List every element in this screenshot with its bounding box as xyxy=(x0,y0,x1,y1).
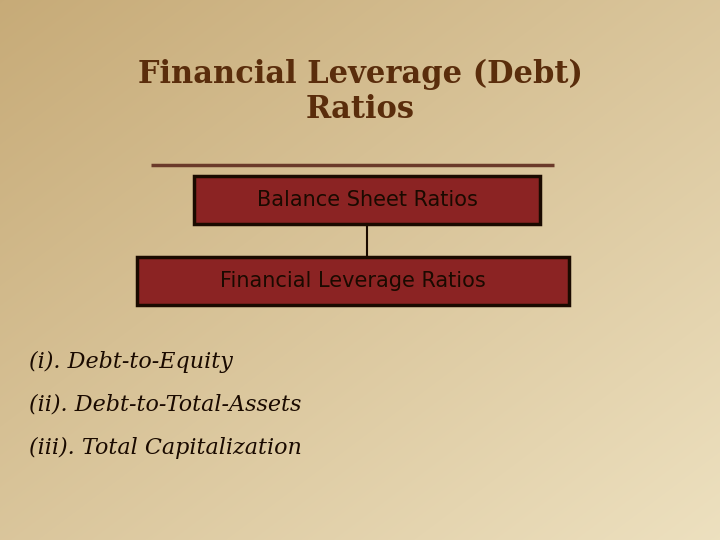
Text: Financial Leverage Ratios: Financial Leverage Ratios xyxy=(220,271,486,291)
Text: Financial Leverage (Debt)
Ratios: Financial Leverage (Debt) Ratios xyxy=(138,58,582,125)
Text: Balance Sheet Ratios: Balance Sheet Ratios xyxy=(257,190,477,210)
Text: (i). Debt-to-Equity: (i). Debt-to-Equity xyxy=(29,351,233,373)
Text: (ii). Debt-to-Total-Assets: (ii). Debt-to-Total-Assets xyxy=(29,394,301,416)
FancyBboxPatch shape xyxy=(137,256,569,305)
FancyBboxPatch shape xyxy=(194,176,540,224)
Text: (iii). Total Capitalization: (iii). Total Capitalization xyxy=(29,437,302,459)
